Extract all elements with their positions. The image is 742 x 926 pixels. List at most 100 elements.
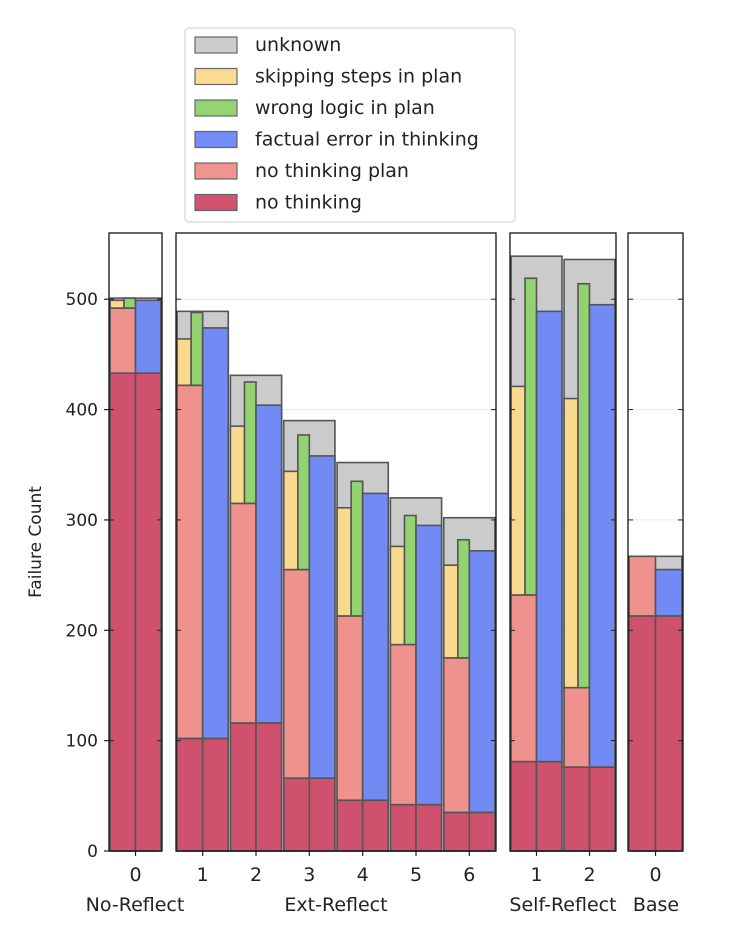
panels: 0 No-Reflect 1 2 3 4 5 6 Ext-Reflect 1 2 Self-Refle…	[86, 232, 684, 916]
bar-no-thinking-left	[442, 811, 471, 852]
bar-no-thinking-left	[510, 760, 538, 852]
x-tick-label: 2	[583, 864, 595, 886]
bar-no-thinking-right	[468, 811, 496, 852]
bar-group-1: 1	[176, 310, 230, 886]
bar-no-thinking-plan	[336, 615, 364, 802]
bar-skipping-steps	[109, 299, 125, 309]
legend-label-0: unknown	[255, 34, 341, 56]
bar-no-thinking-left	[336, 799, 364, 852]
bar-group-5: 5	[389, 497, 443, 886]
bar-wrong-logic	[190, 311, 204, 387]
bar-skipping-steps	[336, 506, 352, 617]
bar-wrong-logic	[457, 538, 471, 659]
legend-swatch-2	[194, 99, 238, 117]
bar-factual-error	[134, 299, 162, 374]
bar-no-thinking-plan	[282, 568, 311, 779]
bar-wrong-logic	[350, 480, 364, 617]
panel-frame	[509, 232, 617, 852]
bar-no-thinking-left	[389, 803, 417, 852]
legend-swatch-0	[194, 36, 238, 54]
panel-frame	[108, 232, 163, 852]
y-axis-label: Failure Count	[26, 486, 46, 598]
bar-no-thinking-plan	[389, 643, 417, 806]
bar-no-thinking-right	[134, 372, 162, 852]
panel-label: Self-Reflect	[509, 894, 616, 916]
legend-label-2: wrong logic in plan	[255, 97, 435, 119]
legend: unknown skipping steps in plan wrong logic…	[184, 27, 516, 223]
panel-ext-reflect: 1 2 3 4 5 6 Ext-Reflect	[175, 232, 497, 916]
panel-label: Ext-Reflect	[284, 894, 387, 916]
bar-factual-error	[535, 310, 563, 763]
bar-no-thinking-right	[308, 777, 336, 852]
bar-wrong-logic	[243, 381, 257, 505]
panel-self-reflect: 1 2 Self-Reflect	[509, 232, 617, 916]
panel-base: 0 Base	[627, 232, 684, 916]
panel-frame	[175, 232, 497, 852]
bar-wrong-logic	[297, 434, 311, 571]
bar-no-thinking-left	[176, 737, 204, 852]
bar-no-thinking-left	[563, 766, 591, 852]
x-tick-label: 0	[129, 864, 141, 886]
bar-no-thinking-right	[535, 760, 563, 852]
legend-swatch-4	[194, 162, 238, 180]
legend-label-4: no thinking plan	[255, 160, 409, 182]
bar-skipping-steps	[282, 470, 299, 571]
legend-label-3: factual error in thinking	[255, 129, 479, 151]
x-tick-label: 2	[250, 864, 262, 886]
bar-no-thinking-plan	[563, 686, 591, 768]
legend-swatch-3	[194, 130, 238, 149]
bar-wrong-logic	[123, 297, 137, 309]
y-tick-label: 200	[66, 621, 98, 641]
bar-no-thinking-left	[229, 722, 257, 852]
bar-no-thinking-right	[654, 615, 683, 852]
panel-no-reflect: 0 No-Reflect	[86, 232, 185, 916]
bar-no-thinking-plan	[109, 307, 137, 374]
y-tick-label: 0	[87, 842, 98, 862]
bar-group-6: 6	[442, 516, 496, 886]
panel-label: Base	[633, 894, 679, 916]
bar-factual-error	[201, 327, 230, 740]
bar-group-3: 3	[282, 419, 336, 886]
bar-no-thinking-right	[415, 803, 443, 852]
bar-skipping-steps	[389, 545, 406, 646]
bar-wrong-logic	[524, 277, 538, 596]
bar-group-2: 2	[229, 374, 283, 886]
x-tick-label: 1	[197, 864, 209, 886]
bar-skipping-steps	[176, 338, 192, 387]
bar-wrong-logic	[403, 514, 417, 646]
bar-no-thinking-plan	[442, 657, 471, 814]
bar-no-thinking-left	[628, 615, 657, 852]
bar-factual-error	[308, 455, 336, 779]
panel-frame	[627, 232, 684, 852]
bar-no-thinking-right	[588, 766, 616, 852]
legend-label-5: no thinking	[255, 192, 362, 214]
bar-skipping-steps	[442, 564, 459, 659]
bar-no-thinking-plan	[510, 594, 538, 763]
bar-factual-error	[255, 404, 283, 724]
bar-no-thinking-plan	[176, 384, 204, 740]
bar-no-thinking-right	[255, 722, 283, 852]
bar-group-0: 0	[628, 555, 683, 886]
y-tick-label: 400	[66, 401, 98, 421]
bar-factual-error	[468, 550, 496, 814]
bar-skipping-steps	[229, 425, 246, 505]
bar-no-thinking-left	[109, 372, 137, 852]
y-axis: 0 100 200 300 400 500 Failure Count	[26, 290, 109, 862]
x-tick-label: 5	[410, 864, 422, 886]
bar-no-thinking-plan	[229, 502, 257, 724]
bar-group-1: 1	[510, 255, 563, 886]
bar-skipping-steps	[563, 397, 579, 689]
legend-swatch-1	[194, 67, 238, 86]
x-tick-label: 6	[463, 864, 475, 886]
legend-swatch-5	[194, 193, 238, 212]
bar-skipping-steps	[510, 385, 526, 596]
bar-factual-error	[361, 492, 390, 802]
x-tick-label: 4	[357, 864, 369, 886]
bar-no-thinking-left	[282, 777, 311, 852]
bar-factual-error	[654, 568, 683, 617]
bar-group-4: 4	[336, 461, 390, 886]
panel-label: No-Reflect	[86, 894, 185, 916]
x-tick-label: 1	[530, 864, 542, 886]
